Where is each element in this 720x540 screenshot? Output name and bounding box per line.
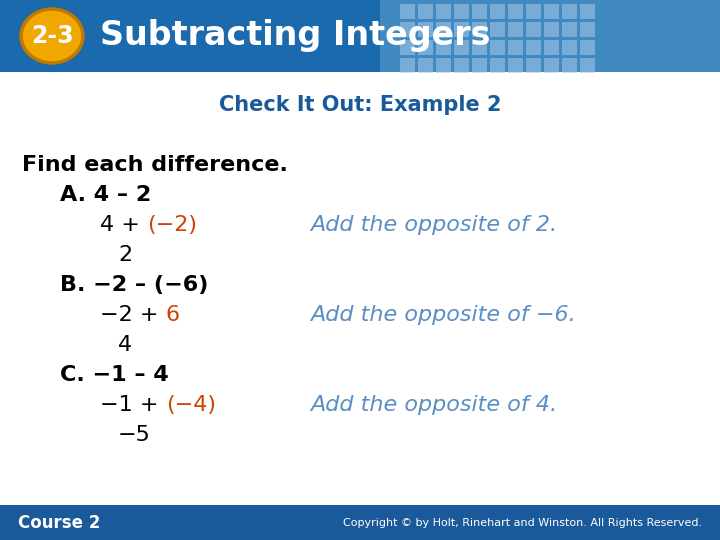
- Text: 6: 6: [166, 305, 180, 325]
- Bar: [0, 505, 720, 540]
- Bar: [526, 58, 541, 73]
- Text: B. −2 – (−6): B. −2 – (−6): [60, 275, 208, 295]
- Text: −2 +: −2 +: [100, 305, 166, 325]
- Text: Subtracting Integers: Subtracting Integers: [100, 19, 490, 52]
- Bar: [508, 22, 523, 37]
- Bar: [526, 40, 541, 55]
- Bar: [472, 40, 487, 55]
- Bar: [562, 58, 577, 73]
- Bar: [490, 4, 505, 19]
- Text: Add the opposite of 4.: Add the opposite of 4.: [310, 395, 557, 415]
- Text: −1 +: −1 +: [100, 395, 166, 415]
- Bar: [418, 40, 433, 55]
- Bar: [436, 22, 451, 37]
- Bar: [454, 58, 469, 73]
- Bar: [544, 58, 559, 73]
- Bar: [472, 4, 487, 19]
- Bar: [454, 22, 469, 37]
- Bar: [526, 4, 541, 19]
- Bar: [544, 4, 559, 19]
- Bar: [490, 40, 505, 55]
- Text: 2: 2: [118, 245, 132, 265]
- Bar: [400, 58, 415, 73]
- Bar: [508, 58, 523, 73]
- Bar: [562, 22, 577, 37]
- Bar: [400, 40, 415, 55]
- Text: Add the opposite of 2.: Add the opposite of 2.: [310, 215, 557, 235]
- Bar: [562, 40, 577, 55]
- Text: Copyright © by Holt, Rinehart and Winston. All Rights Reserved.: Copyright © by Holt, Rinehart and Winsto…: [343, 517, 702, 528]
- Bar: [580, 40, 595, 55]
- Bar: [400, 22, 415, 37]
- Bar: [0, 0, 720, 72]
- Text: 2-3: 2-3: [31, 24, 73, 48]
- Text: 4 +: 4 +: [100, 215, 147, 235]
- Bar: [544, 22, 559, 37]
- Bar: [436, 40, 451, 55]
- Text: A. 4 – 2: A. 4 – 2: [60, 185, 151, 205]
- Bar: [418, 4, 433, 19]
- Text: C. −1 – 4: C. −1 – 4: [60, 365, 168, 385]
- Bar: [580, 58, 595, 73]
- Bar: [418, 22, 433, 37]
- Bar: [562, 4, 577, 19]
- Text: Check It Out: Example 2: Check It Out: Example 2: [219, 95, 501, 115]
- Bar: [454, 40, 469, 55]
- Ellipse shape: [21, 9, 83, 63]
- Bar: [580, 22, 595, 37]
- Text: 4: 4: [118, 335, 132, 355]
- Bar: [508, 4, 523, 19]
- Bar: [454, 4, 469, 19]
- Bar: [436, 58, 451, 73]
- Bar: [490, 58, 505, 73]
- Bar: [544, 40, 559, 55]
- Text: Course 2: Course 2: [18, 514, 100, 531]
- Bar: [400, 4, 415, 19]
- Text: Add the opposite of −6.: Add the opposite of −6.: [310, 305, 576, 325]
- Bar: [472, 58, 487, 73]
- Bar: [526, 22, 541, 37]
- Bar: [380, 0, 720, 72]
- Text: Find each difference.: Find each difference.: [22, 155, 288, 175]
- Bar: [418, 58, 433, 73]
- Text: (−4): (−4): [166, 395, 215, 415]
- Bar: [436, 4, 451, 19]
- Text: (−2): (−2): [147, 215, 197, 235]
- Bar: [580, 4, 595, 19]
- Bar: [472, 22, 487, 37]
- Bar: [508, 40, 523, 55]
- Text: −5: −5: [118, 425, 151, 445]
- Bar: [490, 22, 505, 37]
